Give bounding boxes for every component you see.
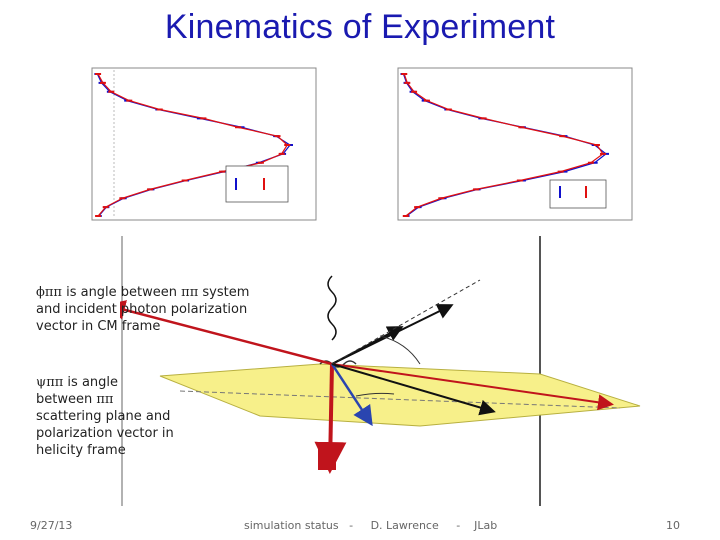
kinematics-diagram-canvas [120, 236, 690, 506]
photon-polarization-wave [327, 275, 337, 341]
psi-angle-arc [355, 392, 395, 397]
incoming-photon-arrow [120, 300, 333, 366]
psi-symbol-b: ππ [96, 392, 114, 407]
plane-axis-line [179, 390, 621, 409]
psi-caption: ψππ is angle between ππ scattering plane… [36, 374, 176, 459]
footer-page-number: 10 [666, 519, 680, 532]
pi-momentum-histogram [390, 66, 640, 226]
phi-symbol-b: ππ [181, 285, 199, 300]
legend-box [549, 179, 607, 209]
plot-frame [397, 67, 633, 221]
phi-text-b: system and incident photon polarization … [36, 285, 250, 334]
histogram-canvas-1 [91, 67, 317, 221]
psi-symbol: ψππ [36, 375, 64, 390]
histogram-canvas-2 [397, 67, 633, 221]
recoil-label-block [318, 448, 336, 470]
series-red-group [95, 73, 291, 217]
phi-symbol: ϕππ [36, 285, 62, 300]
histogram-series-line [403, 73, 604, 217]
pi-polar-angle-histogram [84, 66, 324, 226]
pi-decay-arrow [330, 363, 373, 427]
photon-wave [319, 360, 357, 368]
phi-text-a: is angle between [61, 285, 182, 300]
footer-date: 9/27/13 [30, 519, 73, 532]
kinematics-diagram [120, 236, 690, 506]
y-axis-arrow [331, 326, 404, 365]
series-red-group [401, 73, 606, 217]
phi-angle-arc [379, 335, 421, 365]
z-axis-arrow [331, 363, 496, 416]
polarization-dashed-line [331, 279, 481, 365]
phi-caption: ϕππ is angle between ππ system and incid… [36, 284, 256, 335]
pipi-system-arrow [331, 363, 614, 411]
slide-title: Kinematics of Experiment [164, 8, 556, 46]
psi-text-b: scattering plane and polarization vector… [36, 409, 174, 458]
histogram-series-line [97, 73, 289, 217]
footer-center: simulation status - D. Lawrence - JLab [244, 519, 498, 532]
plot-frame [91, 67, 317, 221]
psi-text-a: is angle between [36, 375, 119, 407]
